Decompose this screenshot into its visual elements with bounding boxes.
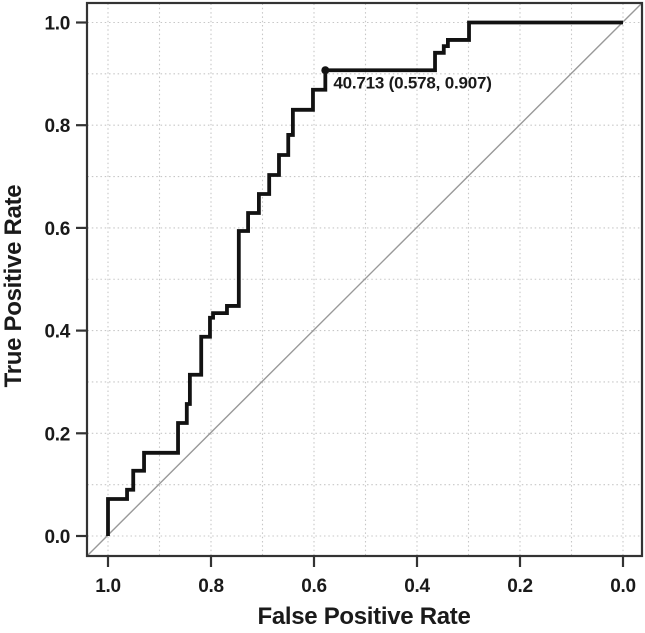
y-tick-label: 0.2 <box>44 424 70 445</box>
threshold-annotation-text: 40.713 (0.578, 0.907) <box>333 73 491 92</box>
x-tick-label: 1.0 <box>95 576 121 597</box>
chance-diagonal-layer <box>87 3 642 556</box>
tick-label-layer: 1.0 0.8 0.6 0.4 0.2 0.0 0.0 0.2 0.4 0.6 0.8 1.0 <box>44 14 636 598</box>
y-tick-label: 0.4 <box>44 322 70 343</box>
y-tick-label: 1.0 <box>44 14 70 35</box>
axis-tick-layer <box>76 21 625 567</box>
x-tick-label: 0.4 <box>404 576 430 597</box>
plot-box-layer <box>85 1 644 558</box>
threshold-marker-dot <box>321 66 330 75</box>
chance-diagonal-line <box>87 3 642 556</box>
y-tick-label: 0.0 <box>44 527 70 548</box>
roc-curve-layer <box>106 20 623 536</box>
x-axis-title: False Positive Rate <box>257 603 470 630</box>
x-tick-label: 0.2 <box>507 576 533 597</box>
plot-border <box>85 1 644 558</box>
roc-curve <box>106 20 623 536</box>
x-tick-label: 0.8 <box>198 576 224 597</box>
x-tick-label: 0.6 <box>301 576 327 597</box>
y-tick-label: 0.6 <box>44 219 70 240</box>
y-tick-label: 0.8 <box>44 116 70 137</box>
grid-layer <box>87 3 642 556</box>
y-axis-title: True Positive Rate <box>0 185 27 388</box>
x-tick-label: 0.0 <box>610 576 636 597</box>
